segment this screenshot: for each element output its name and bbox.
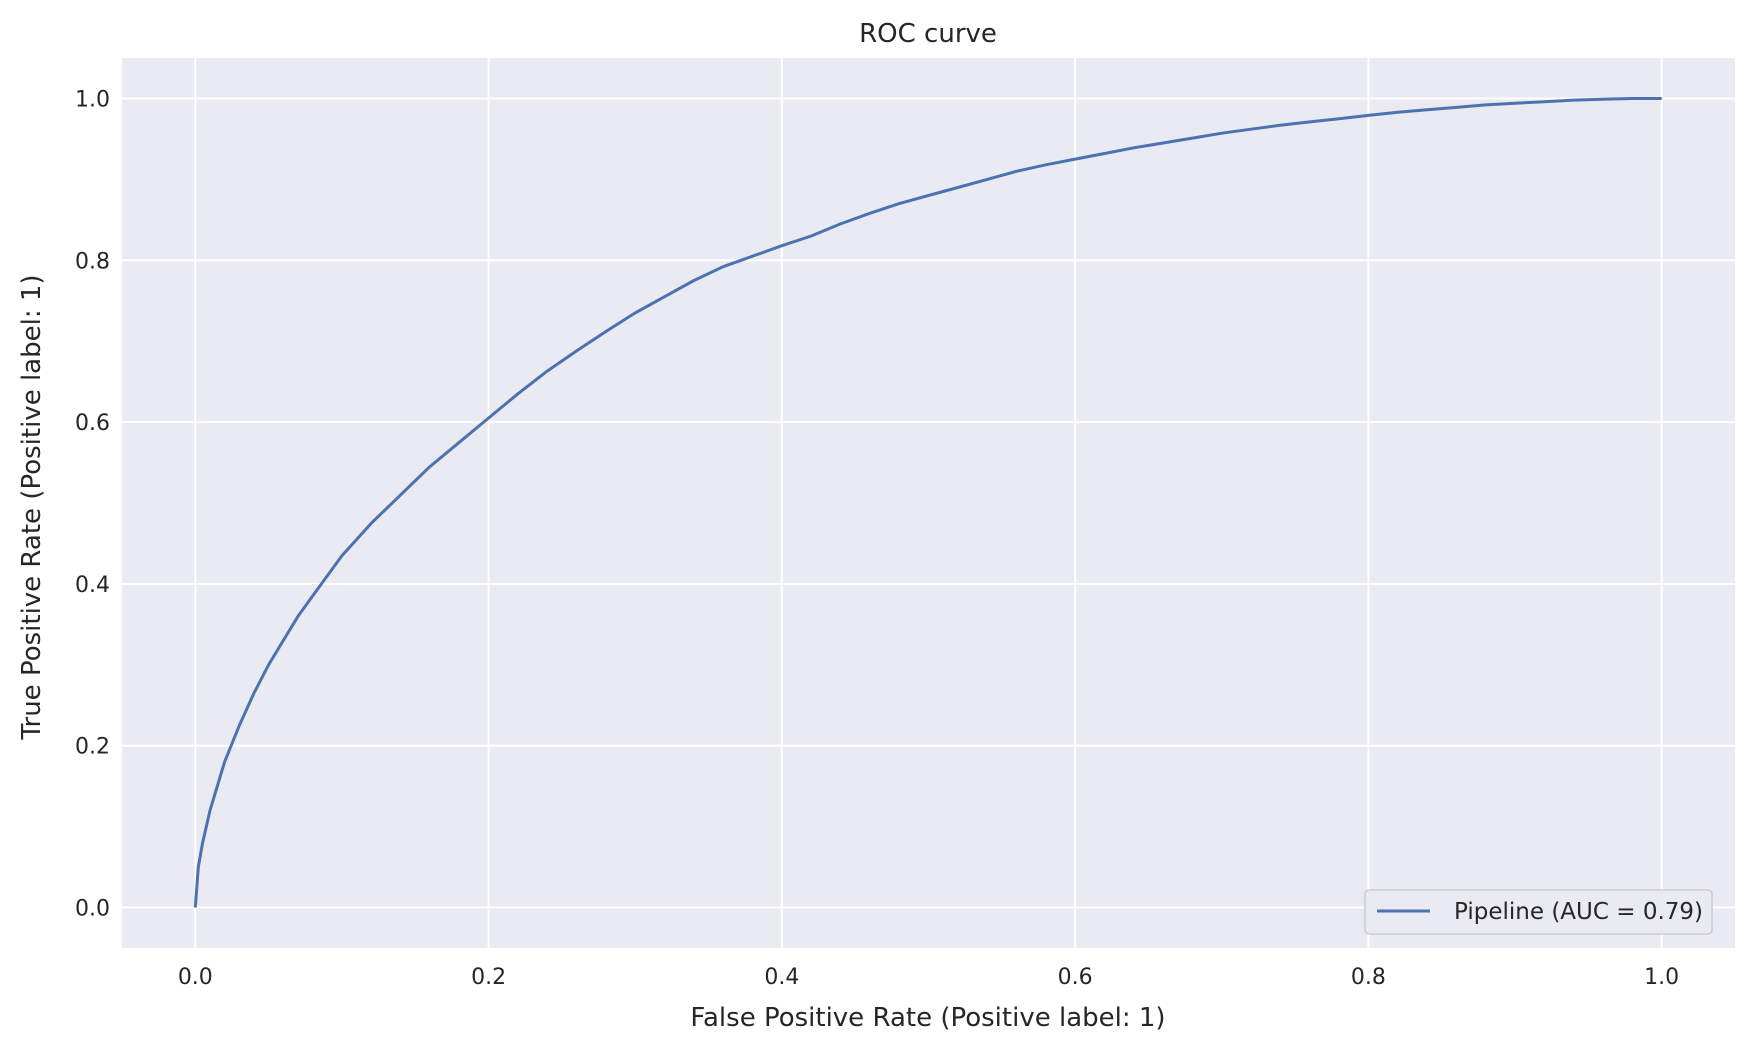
x-tick-label: 0.2 xyxy=(471,965,506,990)
y-tick-label: 1.0 xyxy=(75,87,110,112)
x-tick-label: 0.4 xyxy=(764,965,799,990)
x-tick-label: 0.0 xyxy=(178,965,213,990)
x-tick-label: 1.0 xyxy=(1644,965,1679,990)
y-tick-label: 0.4 xyxy=(75,573,110,598)
chart-title: ROC curve xyxy=(859,19,997,49)
y-tick-label: 0.0 xyxy=(75,897,110,922)
series-line-roc xyxy=(193,97,1662,908)
x-tick-label: 0.8 xyxy=(1351,965,1386,990)
y-tick-label: 0.6 xyxy=(75,411,110,436)
y-tick-labels: 0.0 0.2 0.4 0.6 0.8 1.0 xyxy=(75,87,110,921)
x-tick-labels: 0.0 0.2 0.4 0.6 0.8 1.0 xyxy=(178,965,1679,990)
y-tick-label: 0.2 xyxy=(75,735,110,760)
y-axis-label: True Positive Rate (Positive label: 1) xyxy=(17,274,47,740)
x-axis-label: False Positive Rate (Positive label: 1) xyxy=(690,1003,1165,1033)
plot-background xyxy=(122,58,1735,948)
y-tick-label: 0.8 xyxy=(75,249,110,274)
legend: Pipeline (AUC = 0.79) xyxy=(1364,889,1713,935)
grid-lines xyxy=(122,58,1735,948)
x-tick-label: 0.6 xyxy=(1058,965,1093,990)
legend-box xyxy=(1364,889,1713,935)
legend-label: Pipeline (AUC = 0.79) xyxy=(1454,899,1703,925)
